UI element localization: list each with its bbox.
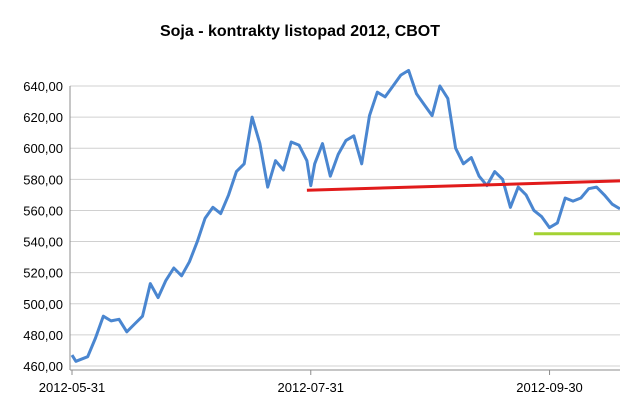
x-tick-labels: 2012-05-31 2012-07-31 2012-09-30: [39, 380, 583, 395]
x-tick-label: 2012-09-30: [516, 380, 583, 395]
chart-title: Soja - kontrakty listopad 2012, CBOT: [160, 23, 440, 40]
y-tick-label: 560,00: [23, 203, 63, 218]
x-tick-label: 2012-05-31: [39, 380, 106, 395]
y-tick-labels: 460,00 480,00 500,00 520,00 540,00 560,00 580,…: [23, 79, 63, 374]
y-tick-label: 480,00: [23, 328, 63, 343]
y-tick-label: 620,00: [23, 110, 63, 125]
y-tick-label: 540,00: [23, 235, 63, 250]
y-tick-label: 640,00: [23, 79, 63, 94]
series-lines: [70, 68, 620, 363]
grid-lines: [70, 85, 620, 367]
y-tick-label: 500,00: [23, 297, 63, 312]
y-tick-label: 600,00: [23, 141, 63, 156]
y-tick-label: 580,00: [23, 172, 63, 187]
y-tick-label: 460,00: [23, 359, 63, 374]
x-tick-label: 2012-07-31: [278, 380, 345, 395]
red-line-series: [306, 179, 620, 192]
price-series: [70, 68, 620, 363]
axes: [69, 86, 620, 375]
y-tick-label: 520,00: [23, 266, 63, 281]
